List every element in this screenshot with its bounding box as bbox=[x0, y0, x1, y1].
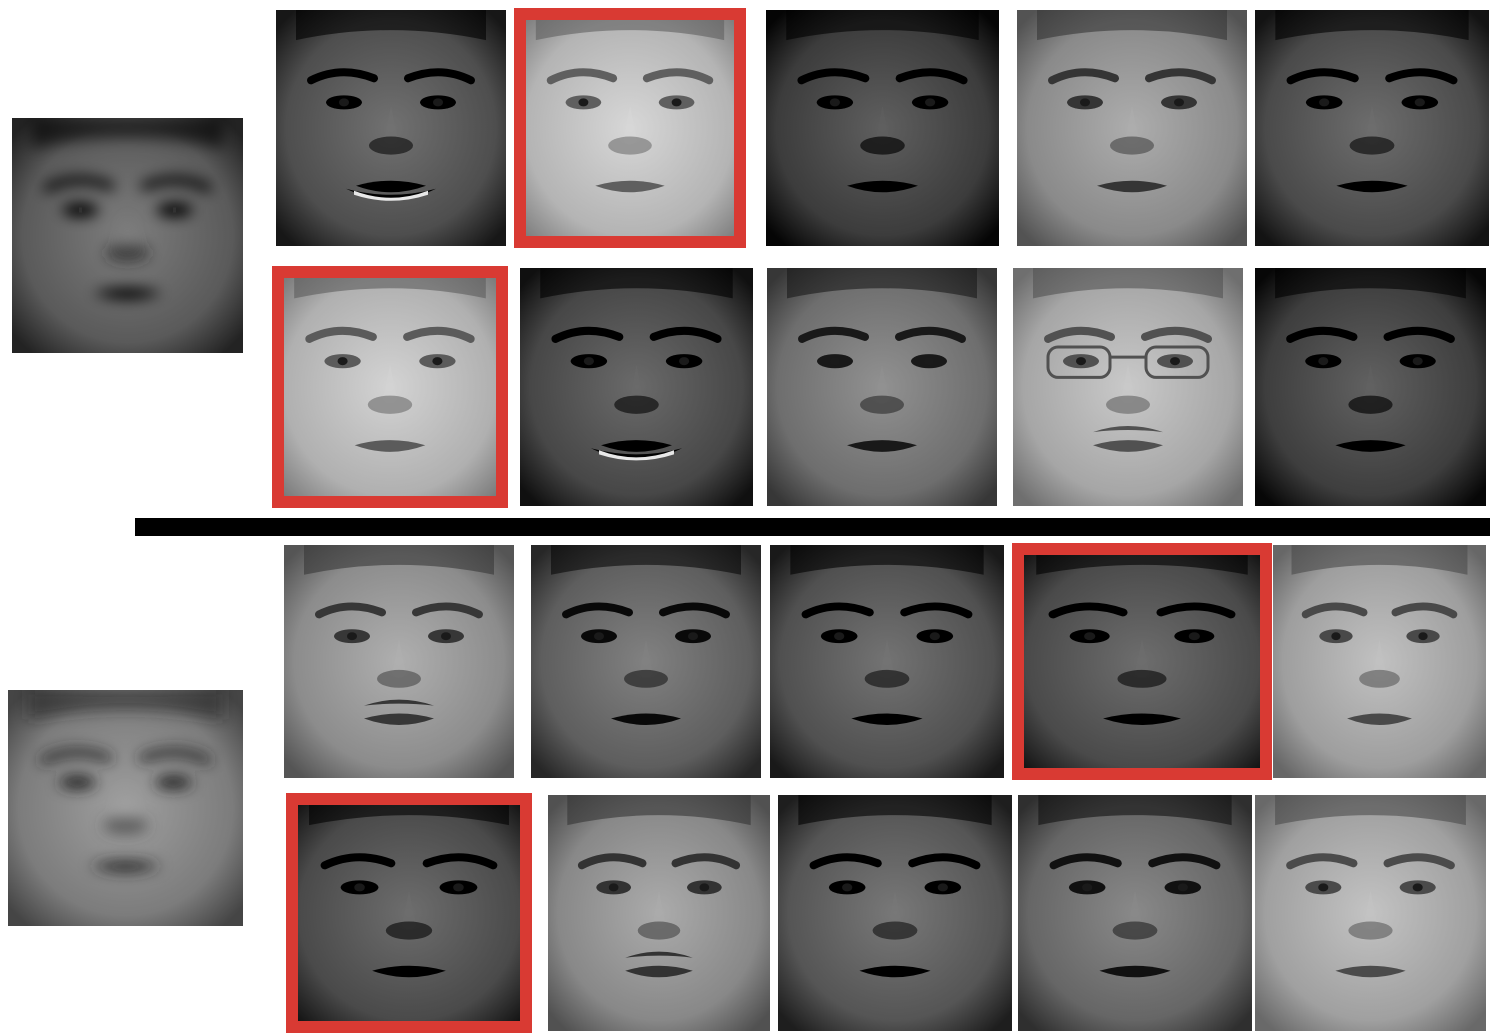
retrieved-face-image bbox=[770, 545, 1004, 778]
retrieved-face-image bbox=[284, 545, 514, 778]
retrieved-face-image bbox=[516, 10, 744, 246]
retrieved-face-image bbox=[1255, 268, 1486, 506]
retrieved-face-image bbox=[520, 268, 753, 506]
query-face-image bbox=[8, 690, 243, 926]
retrieved-face-image bbox=[778, 795, 1012, 1031]
retrieved-face-image bbox=[1255, 795, 1486, 1031]
retrieved-face-image bbox=[1017, 10, 1247, 246]
retrieved-face-image bbox=[1014, 545, 1270, 778]
retrieved-face-image bbox=[548, 795, 770, 1031]
retrieved-face-image bbox=[766, 10, 999, 246]
retrieved-face-image bbox=[274, 268, 506, 506]
retrieved-face-image bbox=[276, 10, 506, 246]
retrieved-face-image bbox=[1018, 795, 1252, 1031]
retrieved-face-image bbox=[1273, 545, 1486, 778]
query-face-image bbox=[12, 118, 243, 353]
retrieved-face-image bbox=[767, 268, 997, 506]
retrieved-face-image bbox=[288, 795, 530, 1031]
retrieved-face-image bbox=[1013, 268, 1243, 506]
retrieved-face-image bbox=[531, 545, 761, 778]
group-divider bbox=[135, 518, 1490, 536]
retrieved-face-image bbox=[1255, 10, 1489, 246]
